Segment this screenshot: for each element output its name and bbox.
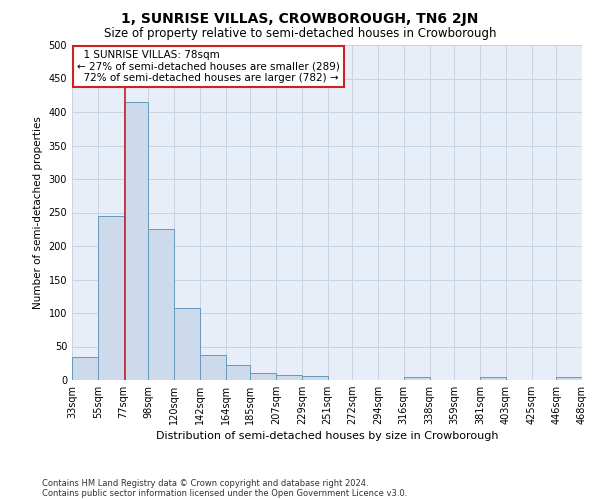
Bar	[556, 376, 582, 380]
Bar	[174, 308, 200, 380]
Bar	[124, 102, 148, 380]
Bar	[250, 372, 276, 380]
Text: Size of property relative to semi-detached houses in Crowborough: Size of property relative to semi-detach…	[104, 28, 496, 40]
X-axis label: Distribution of semi-detached houses by size in Crowborough: Distribution of semi-detached houses by …	[156, 432, 498, 442]
Text: Contains HM Land Registry data © Crown copyright and database right 2024.: Contains HM Land Registry data © Crown c…	[42, 478, 368, 488]
Text: 1 SUNRISE VILLAS: 78sqm  
← 27% of semi-detached houses are smaller (289)
  72% : 1 SUNRISE VILLAS: 78sqm ← 27% of semi-de…	[77, 50, 340, 83]
Text: 1, SUNRISE VILLAS, CROWBOROUGH, TN6 2JN: 1, SUNRISE VILLAS, CROWBOROUGH, TN6 2JN	[121, 12, 479, 26]
Bar	[200, 354, 226, 380]
Bar	[276, 374, 302, 380]
Y-axis label: Number of semi-detached properties: Number of semi-detached properties	[33, 116, 43, 309]
Text: Contains public sector information licensed under the Open Government Licence v3: Contains public sector information licen…	[42, 488, 407, 498]
Bar	[480, 376, 506, 380]
Bar	[98, 216, 124, 380]
Bar	[226, 364, 250, 380]
Bar	[404, 376, 430, 380]
Bar	[72, 356, 98, 380]
Bar	[148, 229, 174, 380]
Bar	[302, 376, 328, 380]
